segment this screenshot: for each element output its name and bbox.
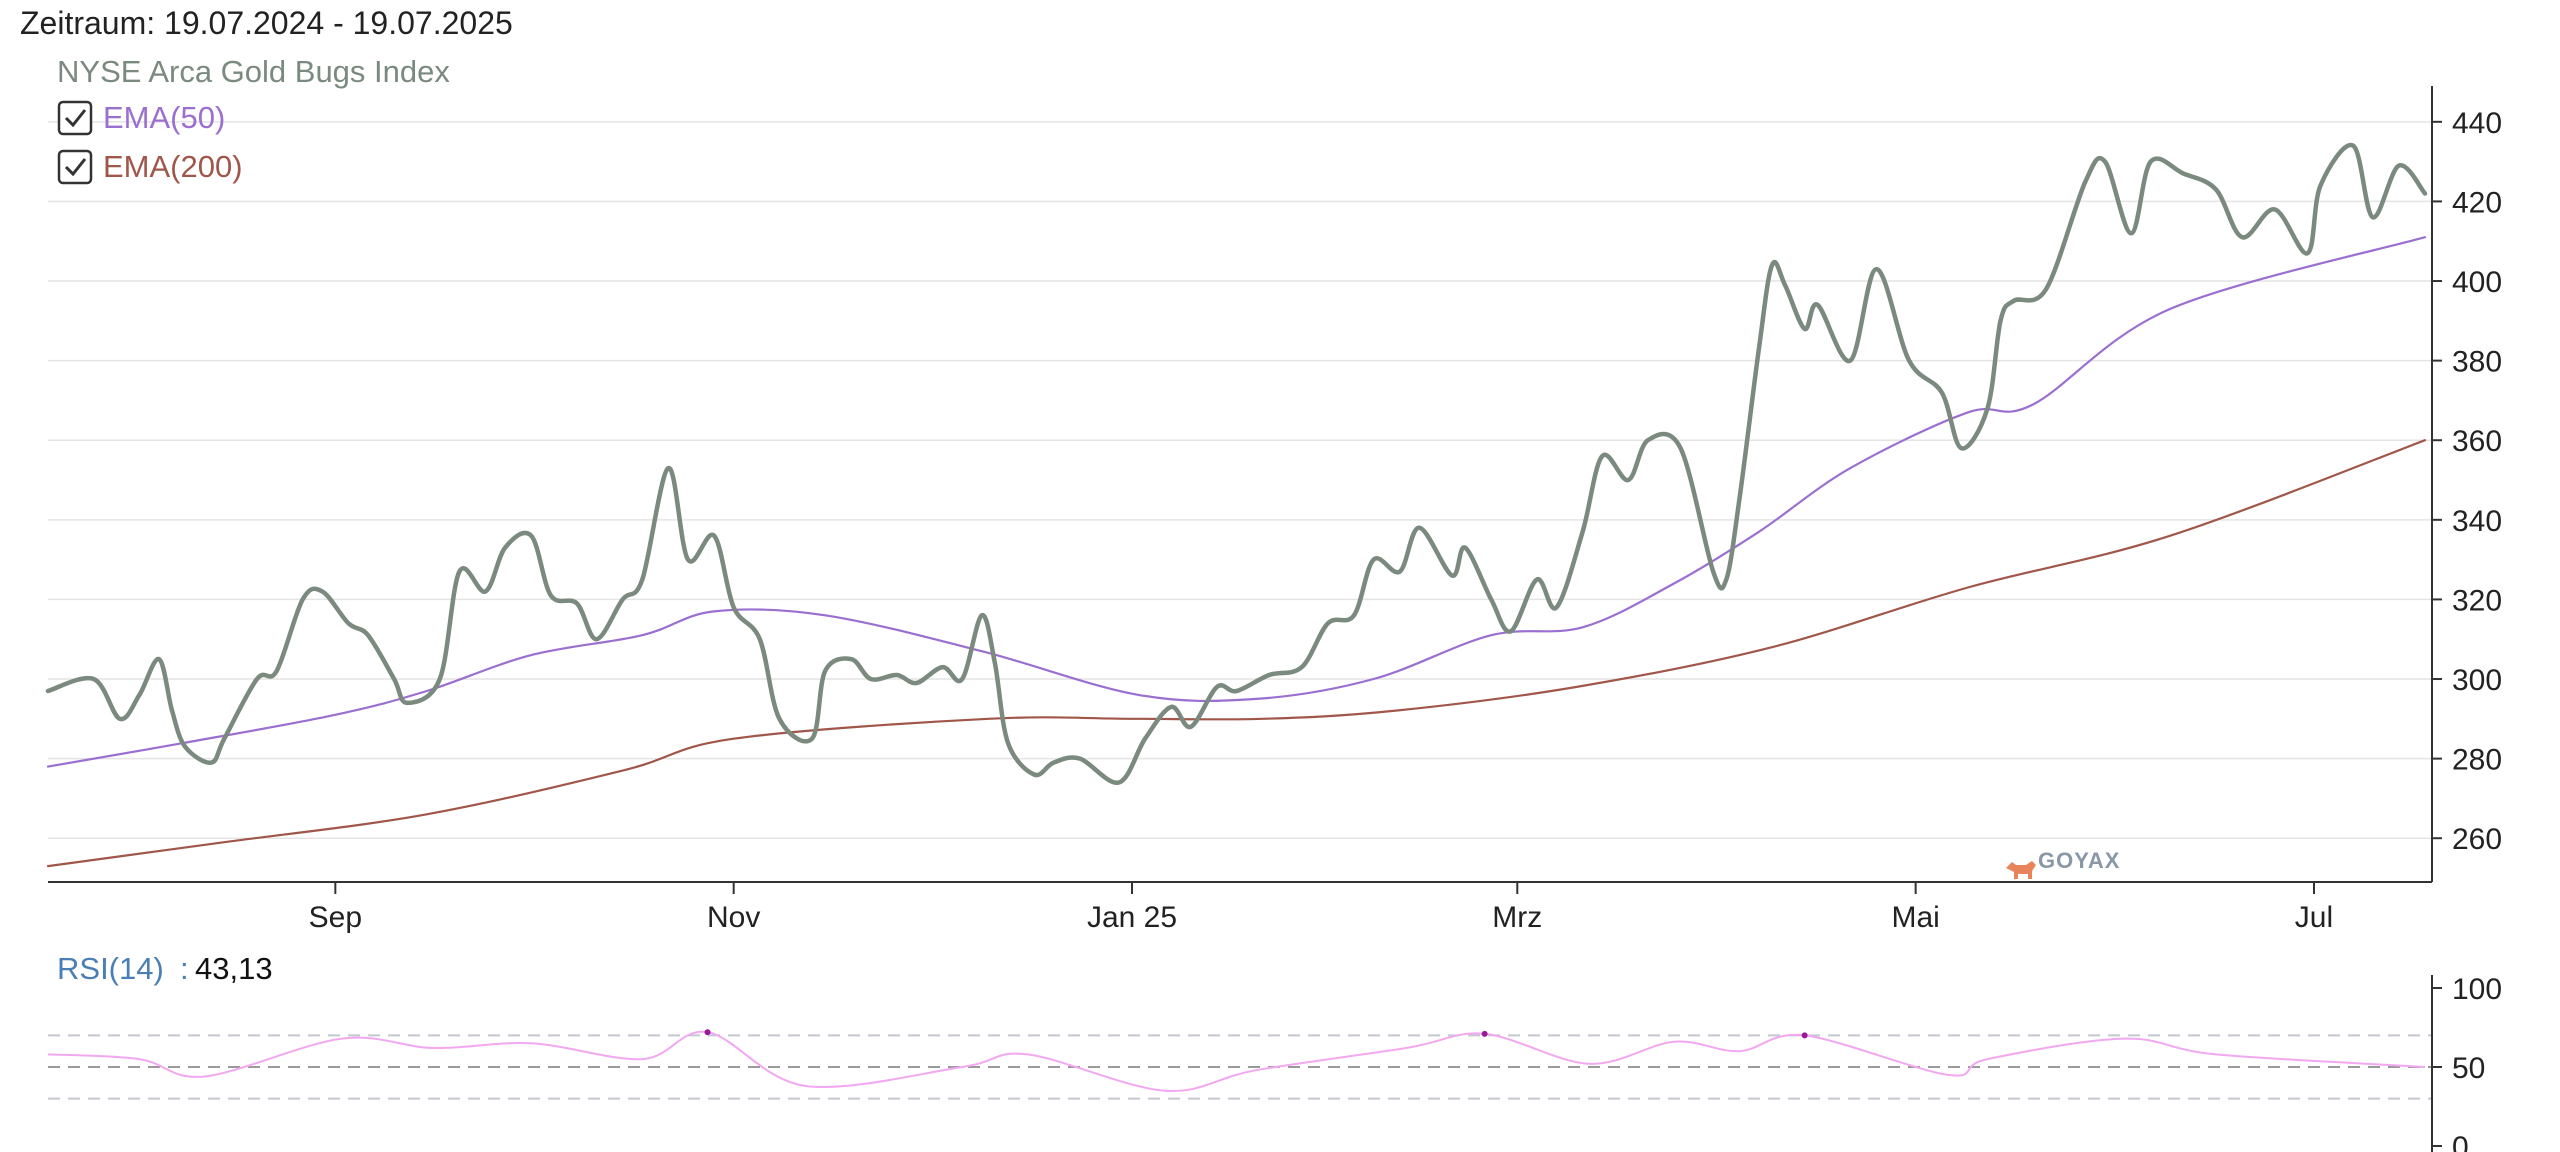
x-tick-label: Sep (309, 901, 362, 934)
y-tick-label: 400 (2452, 266, 2502, 299)
goyax-watermark: GOYAX (2006, 848, 2120, 879)
rsi-title: RSI(14) (57, 951, 164, 986)
x-tick-label: Nov (707, 901, 760, 934)
checkmark-icon (64, 109, 87, 128)
main-y-axis: 260 280 300 320 340 360 380 400 420 440 (2432, 107, 2502, 856)
y-tick-label: 260 (2452, 823, 2502, 856)
rsi-line (47, 1030, 2426, 1092)
chart-title: NYSE Arca Gold Bugs Index (57, 54, 450, 89)
rsi-y-tick-label: 50 (2452, 1052, 2485, 1085)
y-tick-label: 280 (2452, 744, 2502, 777)
rsi-y-tick-label: 0 (2452, 1131, 2469, 1152)
y-tick-label: 300 (2452, 664, 2502, 697)
y-tick-label: 360 (2452, 425, 2502, 458)
rsi-extreme-point (1481, 1030, 1488, 1037)
rsi-extreme-point (1801, 1032, 1808, 1039)
rsi-reference-lines (48, 1034, 2432, 1100)
legend: EMA(50) EMA(200) (57, 100, 243, 185)
y-tick-label: 380 (2452, 346, 2502, 379)
legend-item-ema50[interactable]: EMA(50) (57, 100, 225, 136)
y-tick-label: 420 (2452, 186, 2502, 219)
x-tick-label: Mrz (1492, 901, 1542, 934)
main-x-axis: Sep Nov Jan 25 Mrz Mai Jul (309, 882, 2333, 934)
checkmark-icon (64, 158, 87, 177)
y-tick-label: 440 (2452, 107, 2502, 140)
rsi-current-value: 43,13 (195, 951, 273, 986)
x-tick-label: Jan 25 (1087, 901, 1177, 934)
ema50-label: EMA(50) (103, 100, 225, 135)
y-tick-label: 340 (2452, 505, 2502, 538)
ema200-line (46, 439, 2427, 868)
legend-item-ema200[interactable]: EMA(200) (57, 149, 243, 185)
bull-logo-icon (2006, 861, 2036, 879)
x-tick-label: Jul (2295, 901, 2333, 934)
main-gridlines (48, 121, 2432, 839)
y-tick-label: 320 (2452, 584, 2502, 617)
x-tick-label: Mai (1891, 901, 1939, 934)
rsi-colon: : (180, 951, 189, 986)
ema200-label: EMA(200) (103, 149, 243, 184)
rsi-y-axis: 0 50 100 (2432, 973, 2502, 1152)
price-line (45, 142, 2428, 785)
ema50-checkbox[interactable] (57, 100, 93, 136)
rsi-y-tick-label: 100 (2452, 973, 2502, 1006)
rsi-series (47, 1029, 2426, 1092)
ema50-line (46, 236, 2427, 768)
rsi-extreme-point (704, 1029, 711, 1036)
main-series (45, 142, 2428, 868)
watermark-text: GOYAX (2038, 848, 2120, 873)
period-label: Zeitraum: 19.07.2024 - 19.07.2025 (20, 5, 513, 41)
ema200-checkbox[interactable] (57, 149, 93, 185)
